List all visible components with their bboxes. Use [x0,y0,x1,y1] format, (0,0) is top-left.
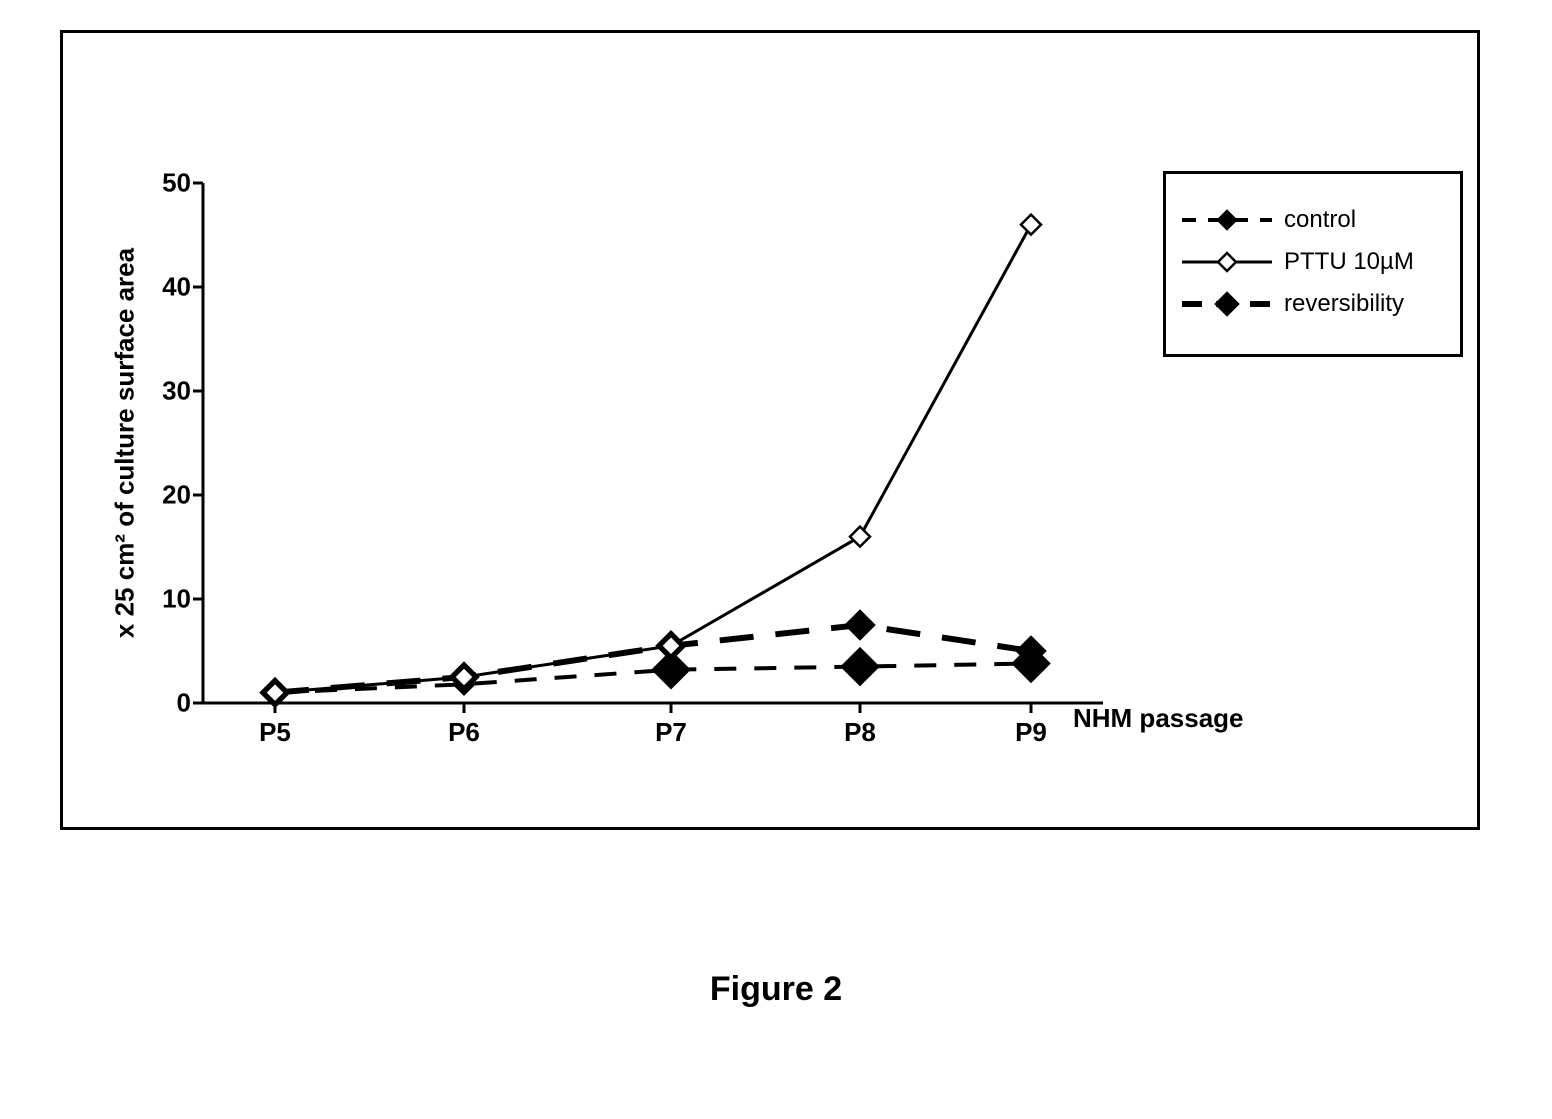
x-tick-label: P9 [1015,717,1047,748]
y-tick-label: 50 [162,168,191,199]
y-tick-label: 20 [162,480,191,511]
y-tick-label: 0 [177,688,191,719]
x-tick-label: P6 [448,717,480,748]
x-tick-label: P8 [844,717,876,748]
page: x 25 cm² of culture surface area 0 10 20 30… [0,0,1552,1119]
y-tick-label: 40 [162,272,191,303]
legend-label: PTTU 10µM [1284,248,1414,276]
legend-sample [1182,208,1272,232]
y-tick-label: 30 [162,376,191,407]
figure-frame: x 25 cm² of culture surface area 0 10 20 30… [60,30,1480,830]
figure-caption: Figure 2 [0,970,1552,1009]
y-tick-label: 10 [162,584,191,615]
legend-item: reversibility [1182,290,1444,318]
x-tick-label: P7 [655,717,687,748]
legend-item: control [1182,206,1444,234]
legend-sample [1182,292,1272,316]
x-tick-label: P5 [259,717,291,748]
chart-area: x 25 cm² of culture surface area 0102030… [203,183,1103,703]
legend-item: PTTU 10µM [1182,248,1444,276]
plot-svg [203,183,1103,703]
legend-sample [1182,250,1272,274]
y-axis-label: x 25 cm² of culture surface area [109,248,140,638]
legend-label: control [1284,206,1356,234]
legend: control PTTU 10µM reversibility [1163,171,1463,357]
x-axis-label: NHM passage [1073,703,1244,734]
legend-label: reversibility [1284,290,1404,318]
